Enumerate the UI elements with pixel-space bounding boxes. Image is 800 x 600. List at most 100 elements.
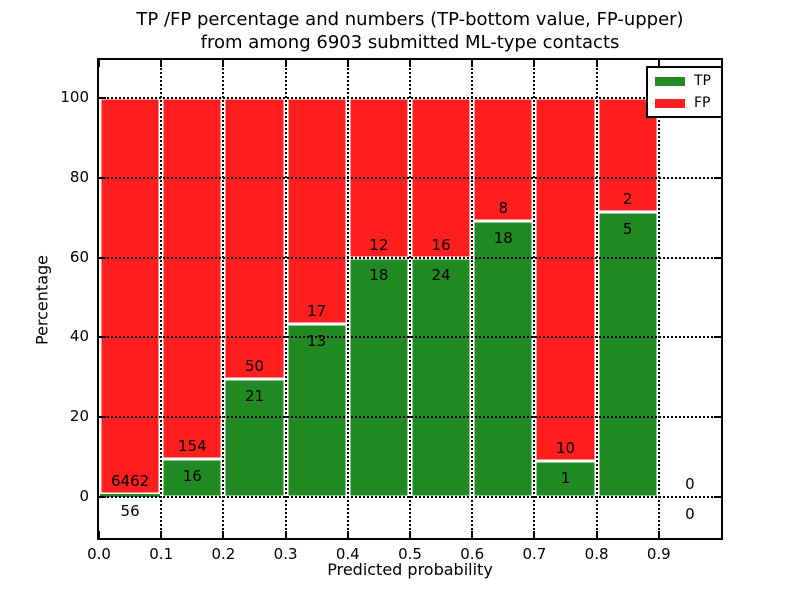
bar-segment-tp [162,459,223,497]
bar-label-fp: 12 [369,235,389,254]
bar-segment-tp [348,257,409,497]
x-axis-tick [657,531,660,538]
legend-row: TP [655,74,711,88]
y-tick-label: 80 [69,167,89,186]
v-gridline [222,60,225,538]
bar-segment-tp [535,460,596,497]
y-axis-tick [99,336,106,339]
bar-segment-tp [100,493,161,497]
x-axis-label: Predicted probability [327,560,493,579]
v-gridline [533,60,536,538]
x-tick-label: 0.0 [87,545,111,563]
x-axis-tick [160,531,163,538]
y-axis-tick-right [714,176,721,179]
bar-label-fp: 10 [555,438,576,457]
fp-legend-swatch [655,98,685,108]
x-axis-tick [284,531,287,538]
bar-segment-fp [100,98,161,494]
x-axis-tick-top [533,60,536,67]
chart-title-line2: from among 6903 submitted ML-type contac… [200,32,620,53]
x-axis-tick [471,531,474,538]
legend: TP FP [646,66,723,118]
v-gridline [657,60,660,538]
y-axis-tick-right [714,496,721,498]
y-axis-tick-right [714,416,721,419]
x-tick-label: 0.4 [335,545,360,563]
bar-label-tp: 0 [685,505,695,523]
x-axis-tick-top [409,60,411,67]
legend-label: FP [694,95,711,111]
bar-label-fp: 2 [622,190,633,208]
bar-segment-tp [411,257,472,497]
bar-label-tp: 24 [431,265,451,284]
bar-label-tp: 21 [244,386,265,405]
tp-legend-swatch [655,76,685,86]
v-gridline [160,60,163,538]
x-axis-tick-top [160,60,163,67]
v-gridline [284,60,287,538]
y-tick-label: 0 [79,487,89,505]
x-tick-label: 0.5 [398,545,422,563]
y-axis-tick-right [714,256,721,259]
bar-label-fp: 0 [685,475,695,493]
bar-segment-tp [597,212,658,497]
x-tick-label: 0.3 [273,545,298,563]
y-tick-label: 100 [60,88,89,106]
v-gridline [346,60,349,538]
x-tick-label: 0.9 [646,545,671,563]
bar-label-tp: 18 [493,228,513,247]
x-axis-tick [346,531,349,538]
x-axis-tick-top [346,60,349,67]
x-axis-tick [533,531,536,538]
v-gridline [409,60,411,538]
bar-label-fp: 16 [431,235,451,254]
bar-label-tp: 18 [369,265,389,284]
y-axis-tick-right [714,336,721,339]
bar-segment-tp [224,378,285,497]
bar-segment-tp [473,220,534,497]
bar-label-tp: 56 [120,501,140,520]
legend-row: FP [655,96,711,110]
x-axis-tick [98,531,100,538]
y-axis-tick [99,97,106,99]
y-axis-tick [99,496,106,498]
x-axis-tick-top [284,60,287,67]
bar-label-tp: 5 [622,220,633,238]
bar-label-fp: 17 [307,302,327,321]
x-axis-tick-top [595,60,598,67]
bar-segment-fp [473,98,534,221]
bar-segment-fp [162,98,223,460]
y-tick-label: 40 [69,327,89,346]
x-tick-label: 0.7 [522,545,547,563]
bar-label-fp: 6462 [111,471,150,490]
x-axis-tick-top [471,60,474,67]
bar-segment-tp [286,324,347,497]
bar-segment-fp [535,98,596,461]
chart-title-line1: TP /FP percentage and numbers (TP-bottom… [136,9,684,30]
x-axis-tick-top [657,60,660,67]
v-gridline [471,60,474,538]
x-tick-label: 0.1 [149,545,174,563]
x-axis-tick [222,531,225,538]
bar-segment-fp [286,98,347,325]
chart-title: TP /FP percentage and numbers (TP-bottom… [136,8,683,54]
y-tick-label: 60 [69,247,89,266]
plot-area: 0.0 0.1 0.2 0.3 0.4 0.5 0.6 0.7 0.8 0.9 0 20 40 60 80 1… [60,60,721,563]
x-tick-label: 0.6 [460,545,485,563]
legend-label: TP [694,73,711,89]
y-axis-tick [99,176,106,179]
x-axis-tick-top [222,60,225,67]
bar-segment-fp [224,98,285,379]
bar-label-tp: 1 [560,468,571,487]
bar-label-tp: 16 [182,467,202,486]
bar-label-tp: 13 [307,332,327,351]
x-axis-tick [409,531,411,538]
x-axis-tick [595,531,598,538]
x-tick-label: 0.8 [584,545,609,563]
y-axis-tick [99,416,106,419]
v-gridline [595,60,598,538]
y-axis-tick [99,256,106,259]
bar-label-fp: 154 [177,437,207,456]
x-tick-label: 0.2 [211,545,236,563]
